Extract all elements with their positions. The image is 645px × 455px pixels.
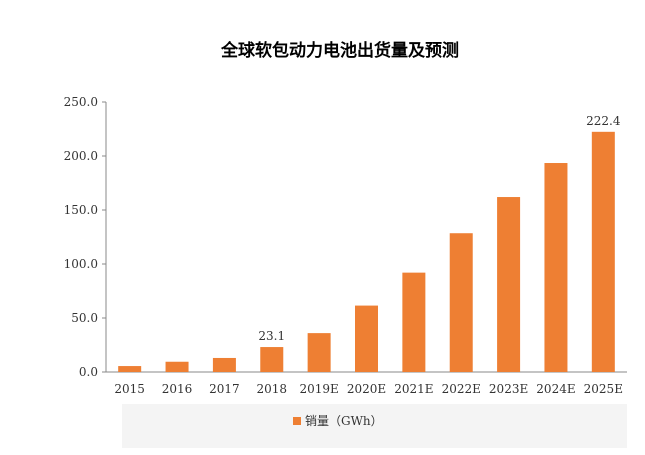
bar-2024E: [544, 163, 568, 372]
bar-2022E: [449, 233, 473, 372]
legend-background: [122, 404, 627, 448]
bar-2019E: [307, 333, 331, 372]
bar-2016: [165, 361, 189, 372]
y-tick-label: 250.0: [64, 95, 98, 109]
x-tick-label: 2025E: [584, 382, 623, 396]
x-tick-label: 2015: [114, 382, 145, 396]
bar-2015: [118, 366, 142, 372]
x-tick-label: 2021E: [394, 382, 433, 396]
bar-2017: [212, 357, 236, 372]
x-axis: 2015 2016 2017 2018 2019E 2020E 2021E 2022E 2023…: [106, 371, 627, 396]
legend-swatch: [293, 417, 301, 425]
x-tick-label: 2024E: [536, 382, 575, 396]
x-tick-label: 2023E: [489, 382, 528, 396]
data-label: 222.4: [586, 114, 621, 128]
data-labels: 23.1 222.4: [258, 114, 620, 343]
data-label: 23.1: [258, 329, 285, 343]
bars: [118, 131, 615, 372]
legend: 销量（GWh）: [293, 414, 383, 428]
chart-title: 全球软包动力电池出货量及预测: [220, 40, 459, 61]
bar-2021E: [402, 272, 426, 372]
y-tick-label: 100.0: [64, 257, 98, 271]
y-tick-label: 150.0: [64, 203, 98, 217]
legend-label: 销量（GWh）: [305, 414, 383, 428]
x-tick-label: 2022E: [442, 382, 481, 396]
bar-2025E: [591, 131, 615, 372]
y-tick-label: 0.0: [79, 365, 98, 379]
y-tick-label: 200.0: [64, 149, 98, 163]
bar-2018: [260, 347, 284, 372]
y-axis: 0.0 50.0 100.0 150.0 200.0 250.0: [64, 95, 107, 379]
x-tick-label: 2016: [162, 382, 193, 396]
x-tick-label: 2020E: [347, 382, 386, 396]
x-tick-label: 2018: [256, 382, 287, 396]
bar-2023E: [497, 197, 521, 372]
bar-2020E: [355, 305, 378, 372]
x-tick-label: 2017: [209, 382, 240, 396]
x-tick-label: 2019E: [299, 382, 338, 396]
y-tick-label: 50.0: [71, 311, 98, 325]
